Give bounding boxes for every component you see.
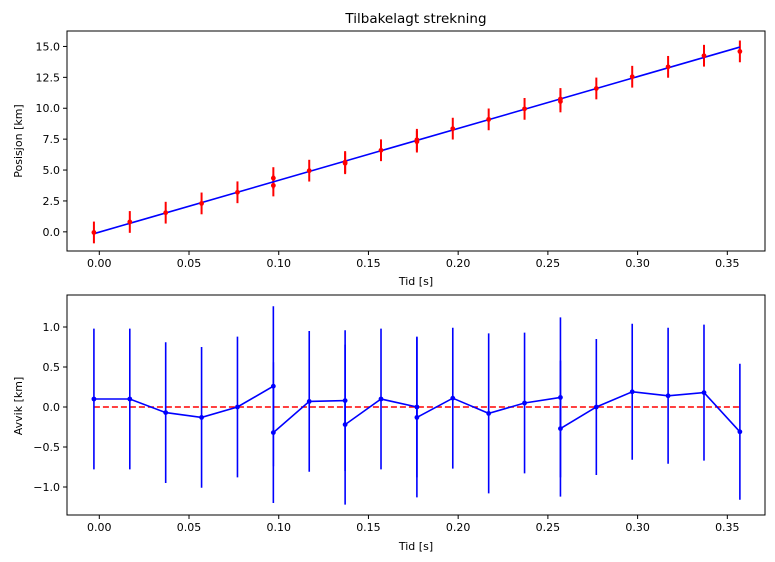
data-point [235, 404, 240, 410]
data-point [629, 389, 635, 395]
data-point [163, 410, 169, 415]
y-tick-label: 0.0 [43, 226, 61, 239]
data-point [199, 201, 204, 206]
data-point [414, 139, 420, 145]
x-tick-label: 0.15 [356, 521, 381, 534]
y-tick-label: 12.5 [36, 71, 61, 84]
data-point [450, 126, 456, 132]
data-point [486, 116, 492, 122]
deviation-plot: 0.00 0.05 0.10 0.15 0.20 0.25 0.30 0.35 −1.0 −0.… [12, 294, 766, 553]
data-point [665, 393, 671, 399]
data-point [701, 53, 707, 59]
x-tick-label: 0.10 [266, 521, 291, 534]
data-point [593, 404, 599, 410]
chart-title: Tilbakelagt strekning [344, 11, 486, 27]
deviation-plot-frame [66, 294, 766, 516]
data-point [127, 219, 133, 225]
data-point [378, 147, 384, 153]
data-point [629, 74, 635, 80]
data-point [91, 396, 97, 402]
y-tick-label: 5.0 [43, 164, 61, 177]
data-point [342, 398, 348, 403]
data-point [522, 400, 527, 406]
data-point [306, 168, 312, 174]
data-point [558, 426, 563, 431]
data-point [342, 422, 348, 427]
data-point [665, 64, 671, 70]
x-tick-label: 0.10 [266, 257, 291, 270]
x-tick-label: 0.00 [87, 257, 112, 270]
x-tick-label: 0.20 [446, 521, 471, 534]
data-point [414, 415, 420, 420]
data-point [558, 395, 563, 400]
x-tick-label: 0.25 [536, 257, 561, 270]
data-point [199, 415, 204, 420]
x-tick-label: 0.05 [177, 521, 202, 534]
y-tick-label: 0.5 [43, 361, 61, 374]
y-tick-label: 2.5 [43, 195, 61, 208]
data-point [414, 404, 420, 410]
position-plot-y-ticks: 0.0 2.5 5.0 7.5 10.0 12.5 15.0 [36, 40, 67, 239]
y-axis-label: Avvik [km] [12, 377, 25, 436]
data-point [378, 396, 384, 402]
y-tick-label: 10.0 [36, 102, 61, 115]
data-point [235, 189, 240, 195]
deviation-plot-y-ticks: −1.0 −0.5 0.0 0.5 1.0 [33, 321, 67, 494]
data-point [270, 175, 276, 181]
data-point [127, 396, 133, 402]
data-point [737, 48, 743, 54]
y-tick-label: 15.0 [36, 40, 61, 53]
data-point [342, 160, 348, 166]
data-point [701, 390, 707, 395]
data-point [306, 399, 312, 404]
data-point [593, 86, 599, 91]
x-tick-label: 0.05 [177, 257, 202, 270]
data-point [737, 429, 743, 435]
data-point [450, 395, 456, 401]
x-tick-label: 0.15 [356, 257, 381, 270]
x-tick-label: 0.00 [87, 521, 112, 534]
data-point [270, 430, 276, 435]
y-axis-label: Posisjon [km] [12, 104, 25, 177]
position-plot-frame [66, 30, 766, 252]
x-tick-label: 0.35 [715, 257, 740, 270]
data-point [91, 230, 97, 235]
y-tick-label: 7.5 [43, 133, 61, 146]
position-plot-x-ticks: 0.00 0.05 0.10 0.15 0.20 0.25 0.30 0.35 [87, 251, 740, 270]
data-point [522, 106, 527, 112]
position-plot: Tilbakelagt strekning 0.00 0.05 0.10 0.15 0.… [12, 11, 766, 288]
deviation-plot-marks [91, 306, 743, 505]
x-axis-label: Tid [s] [398, 275, 433, 288]
y-tick-label: −0.5 [33, 441, 60, 454]
x-tick-label: 0.35 [715, 521, 740, 534]
data-point [270, 383, 276, 389]
x-axis-label: Tid [s] [398, 540, 433, 553]
y-tick-label: 0.0 [43, 401, 61, 414]
x-tick-label: 0.25 [536, 521, 561, 534]
position-plot-marks [91, 40, 743, 244]
x-tick-label: 0.30 [625, 257, 650, 270]
data-point [486, 411, 492, 416]
y-tick-label: −1.0 [33, 481, 60, 494]
deviation-plot-x-ticks: 0.00 0.05 0.10 0.15 0.20 0.25 0.30 0.35 [87, 515, 740, 534]
x-tick-label: 0.20 [446, 257, 471, 270]
data-point [270, 183, 276, 188]
data-point [558, 99, 563, 104]
data-point [163, 210, 169, 216]
x-tick-label: 0.30 [625, 521, 650, 534]
y-tick-label: 1.0 [43, 321, 61, 334]
